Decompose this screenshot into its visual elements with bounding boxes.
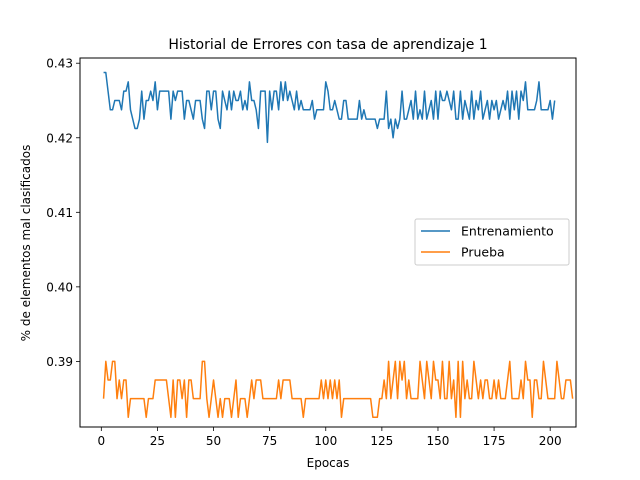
chart-title: Historial de Errores con tasa de aprendi… (168, 37, 487, 53)
x-tick-label: 150 (427, 434, 450, 448)
legend-label-prueba: Prueba (461, 245, 505, 260)
y-tick-label: 0.39 (46, 355, 73, 369)
legend: Entrenamiento Prueba (414, 218, 570, 266)
x-tick-label: 200 (539, 434, 562, 448)
x-axis-label: Epocas (307, 456, 350, 470)
x-tick-label: 50 (206, 434, 221, 448)
y-tick-label: 0.42 (46, 131, 73, 145)
x-tick-label: 100 (314, 434, 337, 448)
plot-area-frame (79, 57, 577, 428)
y-axis-ticks: 0.39 0.40 0.41 0.42 0.43 (46, 57, 80, 369)
legend-label-entrenamiento: Entrenamiento (461, 224, 554, 239)
y-tick-label: 0.40 (46, 280, 73, 294)
x-tick-label: 0 (98, 434, 106, 448)
x-tick-label: 25 (150, 434, 165, 448)
y-tick-label: 0.43 (46, 57, 73, 71)
legend-box (414, 218, 570, 266)
series-layer (102, 71, 574, 419)
x-axis-ticks: 0 25 50 75 100 125 150 175 200 (98, 427, 562, 448)
x-tick-label: 175 (483, 434, 506, 448)
x-tick-label: 125 (370, 434, 393, 448)
y-axis-label: % de elementos mal clasificados (19, 145, 33, 342)
x-tick-label: 75 (262, 434, 277, 448)
series-line-prueba (102, 360, 574, 419)
series-line-entrenamiento (103, 71, 556, 144)
y-tick-label: 0.41 (46, 206, 73, 220)
